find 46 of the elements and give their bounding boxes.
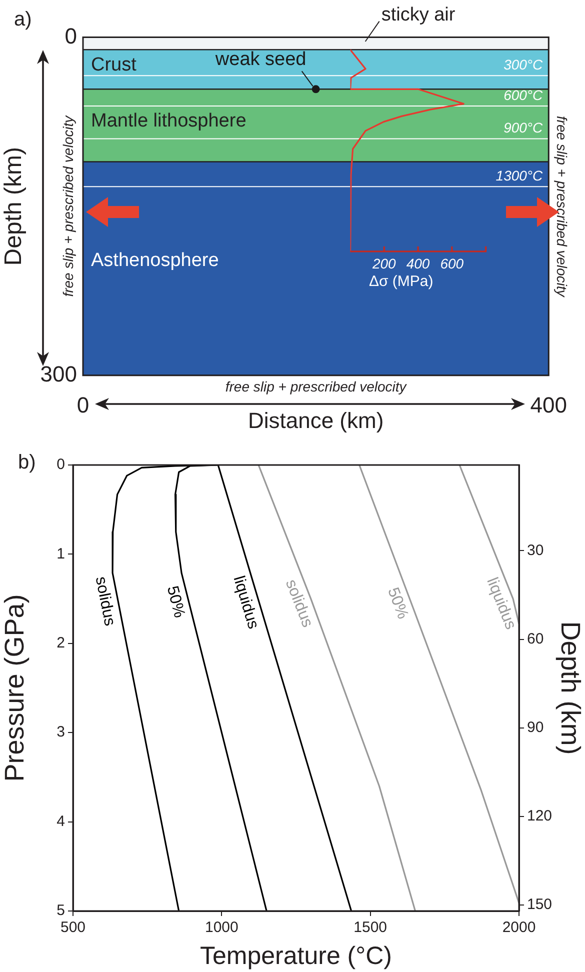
ref-line-label: 900°C xyxy=(504,120,544,136)
x-tick-label: 1500 xyxy=(354,919,388,936)
y-axis-title: Depth (km) xyxy=(0,147,28,266)
y2-tick-label: 60 xyxy=(527,630,544,648)
chart-title: a) xyxy=(14,8,32,31)
text: solidus xyxy=(282,577,316,630)
x2-tick-label: 200 xyxy=(371,255,396,272)
y2-axis-title: Depth (km) xyxy=(555,621,585,755)
x2-axis-title: Δσ (MPa) xyxy=(368,273,434,290)
ref-line-label: 600°C xyxy=(504,86,544,103)
ref-line-label: 1300°C xyxy=(496,168,544,184)
y-tick-label: 300 xyxy=(40,361,77,386)
x-tick-label: 2000 xyxy=(502,919,536,936)
y-tick-label: 2 xyxy=(56,634,65,652)
x-axis-title: Temperature (°C) xyxy=(200,942,392,970)
y2-tick-label: 150 xyxy=(527,896,552,914)
band-label: Crust xyxy=(91,54,138,76)
text: liquidus xyxy=(483,575,520,632)
text: 50% xyxy=(384,585,412,622)
x2-tick-label: 400 xyxy=(406,255,430,272)
text: liquidus xyxy=(230,574,262,631)
text: 50% xyxy=(163,584,188,620)
y-tick-label: 5 xyxy=(56,902,65,920)
text: free slip + prescribed velocity xyxy=(60,114,76,297)
text: free slip + prescribed velocity xyxy=(225,378,408,394)
y-tick-label: 0 xyxy=(56,456,65,474)
x2-tick-label: 600 xyxy=(440,255,464,272)
x-axis-title: Distance (km) xyxy=(248,408,384,433)
chart-title: b) xyxy=(18,452,36,474)
y-axis-title: Pressure (GPa) xyxy=(0,594,30,782)
band-label: sticky air xyxy=(381,4,456,26)
y2-tick-label: 30 xyxy=(527,542,544,559)
ref-line-label: 300°C xyxy=(504,56,544,73)
y-tick-label: 1 xyxy=(56,545,65,562)
text: free slip + prescribed velocity xyxy=(554,116,570,298)
y2-tick-label: 90 xyxy=(527,719,544,736)
y-tick-label: 0 xyxy=(64,23,77,48)
band-label: Asthenosphere xyxy=(91,250,219,271)
text: solidus xyxy=(92,575,118,628)
y2-tick-label: 120 xyxy=(527,808,552,825)
y-tick-label: 4 xyxy=(56,812,65,830)
x-tick-label: 1000 xyxy=(204,919,238,936)
x-tick-label: 500 xyxy=(60,919,86,936)
band-label: Mantle lithosphere xyxy=(91,110,246,132)
series-label: weak seed xyxy=(214,48,306,70)
y-tick-label: 3 xyxy=(56,724,65,741)
